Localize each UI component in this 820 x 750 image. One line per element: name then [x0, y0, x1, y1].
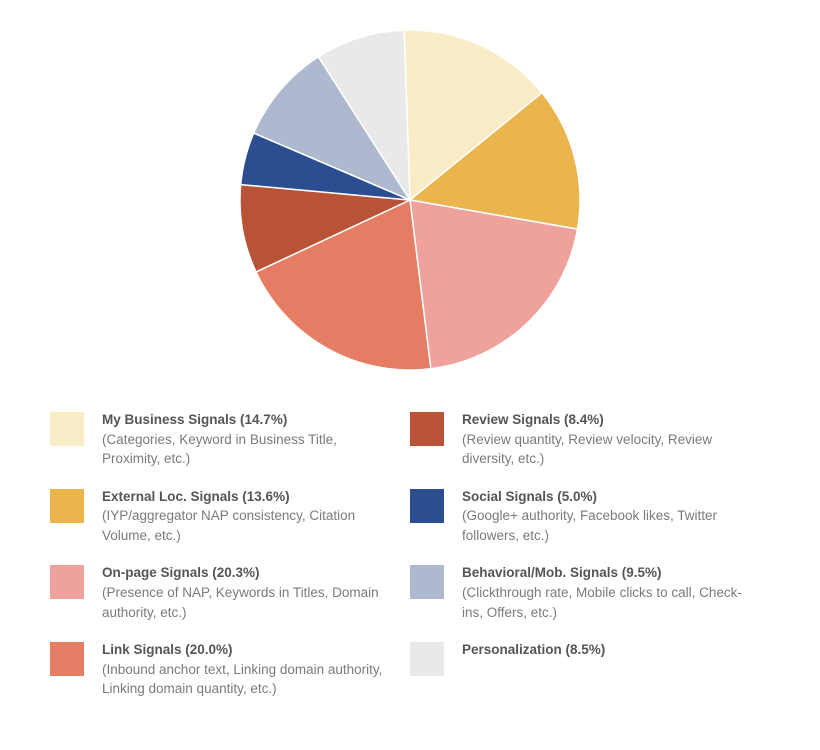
legend-desc-on_page: (Presence of NAP, Keywords in Titles, Do…	[102, 583, 394, 622]
legend-swatch-review	[410, 412, 444, 446]
legend-title-my_business: My Business Signals (14.7%)	[102, 410, 394, 430]
legend-text-behavioral: Behavioral/Mob. Signals (9.5%)(Clickthro…	[462, 563, 754, 622]
legend-text-my_business: My Business Signals (14.7%)(Categories, …	[102, 410, 394, 469]
pie-chart	[210, 0, 610, 400]
legend-text-personalize: Personalization (8.5%)	[462, 640, 605, 660]
legend-column-left: My Business Signals (14.7%)(Categories, …	[50, 410, 410, 717]
legend-item-link: Link Signals (20.0%)(Inbound anchor text…	[50, 640, 410, 699]
legend-swatch-behavioral	[410, 565, 444, 599]
legend-item-on_page: On-page Signals (20.3%)(Presence of NAP,…	[50, 563, 410, 622]
legend-text-link: Link Signals (20.0%)(Inbound anchor text…	[102, 640, 394, 699]
legend-desc-social: (Google+ authority, Facebook likes, Twit…	[462, 506, 754, 545]
legend-item-personalize: Personalization (8.5%)	[410, 640, 770, 676]
legend-title-personalize: Personalization (8.5%)	[462, 640, 605, 660]
legend-title-link: Link Signals (20.0%)	[102, 640, 394, 660]
legend-swatch-on_page	[50, 565, 84, 599]
pie-slice-on_page	[410, 200, 577, 369]
legend-text-review: Review Signals (8.4%)(Review quantity, R…	[462, 410, 754, 469]
legend-item-behavioral: Behavioral/Mob. Signals (9.5%)(Clickthro…	[410, 563, 770, 622]
legend-swatch-personalize	[410, 642, 444, 676]
legend-title-behavioral: Behavioral/Mob. Signals (9.5%)	[462, 563, 754, 583]
legend-text-on_page: On-page Signals (20.3%)(Presence of NAP,…	[102, 563, 394, 622]
legend-desc-external_loc: (IYP/aggregator NAP consistency, Citatio…	[102, 506, 394, 545]
legend-desc-link: (Inbound anchor text, Linking domain aut…	[102, 660, 394, 699]
legend-item-review: Review Signals (8.4%)(Review quantity, R…	[410, 410, 770, 469]
legend-title-on_page: On-page Signals (20.3%)	[102, 563, 394, 583]
legend-title-external_loc: External Loc. Signals (13.6%)	[102, 487, 394, 507]
legend-desc-review: (Review quantity, Review velocity, Revie…	[462, 430, 754, 469]
legend-item-external_loc: External Loc. Signals (13.6%)(IYP/aggreg…	[50, 487, 410, 546]
legend-text-external_loc: External Loc. Signals (13.6%)(IYP/aggreg…	[102, 487, 394, 546]
legend-item-my_business: My Business Signals (14.7%)(Categories, …	[50, 410, 410, 469]
legend-title-social: Social Signals (5.0%)	[462, 487, 754, 507]
legend-desc-my_business: (Categories, Keyword in Business Title, …	[102, 430, 394, 469]
legend-swatch-social	[410, 489, 444, 523]
legend-item-social: Social Signals (5.0%)(Google+ authority,…	[410, 487, 770, 546]
legend-swatch-link	[50, 642, 84, 676]
legend-column-right: Review Signals (8.4%)(Review quantity, R…	[410, 410, 770, 717]
legend-desc-behavioral: (Clickthrough rate, Mobile clicks to cal…	[462, 583, 754, 622]
legend-text-social: Social Signals (5.0%)(Google+ authority,…	[462, 487, 754, 546]
legend-swatch-external_loc	[50, 489, 84, 523]
pie-chart-area	[0, 0, 820, 400]
legend-swatch-my_business	[50, 412, 84, 446]
legend-title-review: Review Signals (8.4%)	[462, 410, 754, 430]
legend: My Business Signals (14.7%)(Categories, …	[0, 400, 820, 727]
